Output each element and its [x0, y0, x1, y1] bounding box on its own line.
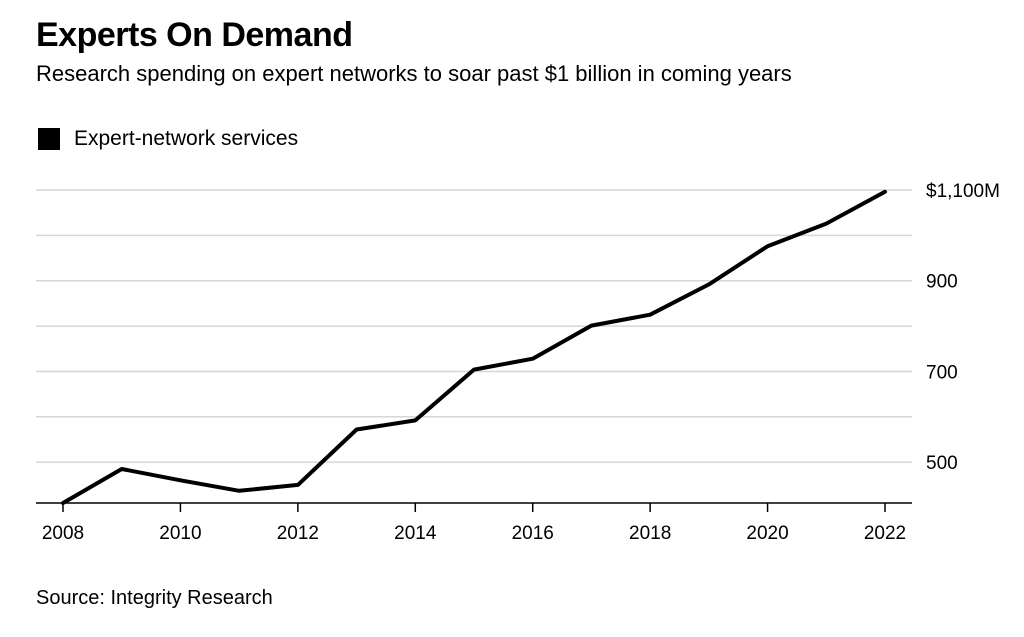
x-tick-label-2022: 2022 [864, 523, 906, 544]
y-tick-label-1100: $1,100M [926, 181, 1000, 202]
x-tick-label-2010: 2010 [159, 523, 201, 544]
y-tick-label-900: 900 [926, 272, 958, 293]
source-note: Source: Integrity Research [36, 587, 273, 609]
chart-title: Experts On Demand [36, 16, 353, 54]
x-tick-label-2016: 2016 [512, 523, 554, 544]
series-group [61, 189, 887, 505]
chart-subtitle: Research spending on expert networks to … [36, 61, 792, 86]
x-tick-label-2020: 2020 [746, 523, 788, 544]
x-tick-label-2018: 2018 [629, 523, 671, 544]
x-tick-label-2012: 2012 [277, 523, 319, 544]
series-line-0 [61, 189, 887, 505]
x-tick-label-2008: 2008 [42, 523, 84, 544]
x-axis: 2008 2010 2012 2014 2016 2018 2020 2022 [36, 502, 912, 544]
x-tick-label-2014: 2014 [394, 523, 437, 544]
y-axis-labels: 500 700 900 $1,100M [926, 181, 1000, 474]
y-tick-label-500: 500 [926, 453, 958, 474]
legend: Expert-network services [38, 127, 298, 151]
legend-label: Expert-network services [74, 127, 299, 150]
y-tick-label-700: 700 [926, 362, 958, 383]
legend-swatch [38, 128, 60, 150]
gridlines [36, 189, 912, 463]
